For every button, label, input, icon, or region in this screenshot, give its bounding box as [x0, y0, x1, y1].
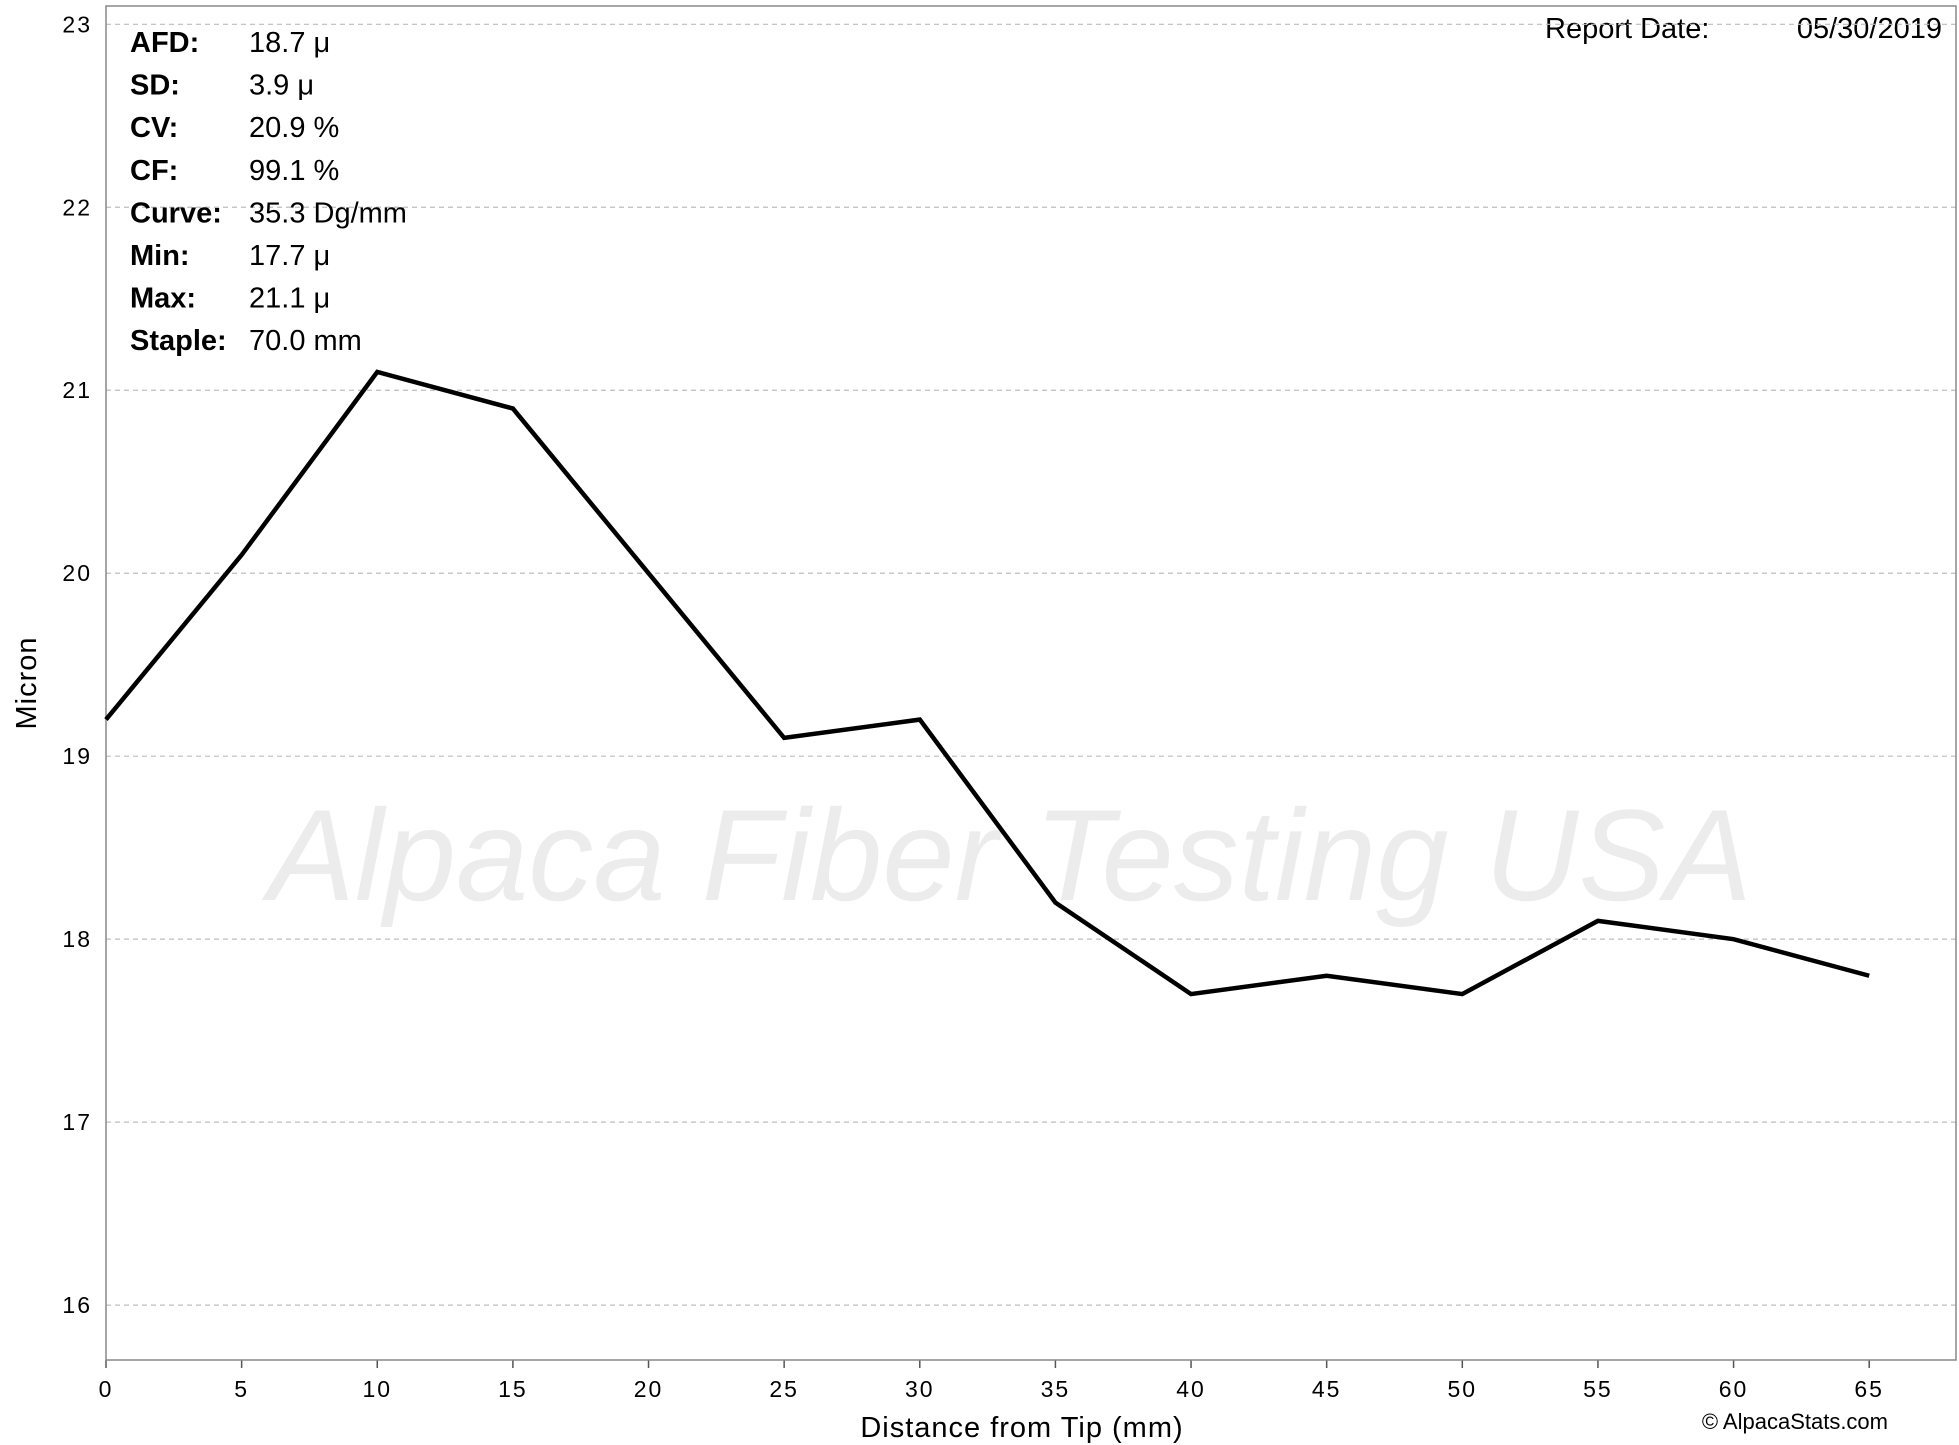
y-tick-label: 23: [62, 11, 92, 37]
x-tick-label: 30: [905, 1376, 935, 1402]
x-tick-label: 50: [1448, 1376, 1478, 1402]
stat-value: 21.1 μ: [249, 283, 330, 315]
x-tick-label: 55: [1583, 1376, 1613, 1402]
x-tick-label: 65: [1854, 1376, 1884, 1402]
stat-value: 18.7 μ: [249, 27, 330, 59]
y-axis-label: Micron: [11, 636, 43, 729]
x-tick-label: 15: [498, 1376, 528, 1402]
y-tick-label: 18: [62, 926, 92, 952]
x-tick-label: 40: [1176, 1376, 1206, 1402]
stat-label: SD:: [130, 70, 180, 102]
y-tick-label: 17: [62, 1109, 92, 1135]
x-tick-label: 20: [634, 1376, 664, 1402]
y-tick-label: 20: [62, 560, 92, 586]
x-tick-label: 35: [1041, 1376, 1071, 1402]
stat-label: Curve:: [130, 197, 222, 229]
stat-value: 35.3 Dg/mm: [249, 197, 407, 229]
stat-value: 70.0 mm: [249, 325, 362, 357]
stat-value: 3.9 μ: [249, 70, 314, 102]
plot-frame: [105, 5, 1957, 1361]
stat-label: Min:: [130, 240, 190, 272]
y-tick-label: 22: [62, 194, 92, 220]
stat-value: 17.7 μ: [249, 240, 330, 272]
watermark: Alpaca Fiber Testing USA: [261, 782, 1752, 928]
stat-label: Staple:: [130, 325, 227, 357]
x-tick-label: 60: [1719, 1376, 1749, 1402]
stat-label: Max:: [130, 283, 196, 315]
stat-label: AFD:: [130, 27, 199, 59]
report-date-value: 05/30/2019: [1797, 13, 1942, 45]
x-tick-label: 5: [234, 1376, 249, 1402]
x-tick-label: 0: [99, 1376, 114, 1402]
y-tick-label: 19: [62, 743, 92, 769]
x-tick-label: 45: [1312, 1376, 1342, 1402]
copyright: © AlpacaStats.com: [1702, 1409, 1888, 1434]
report-date-label: Report Date:: [1545, 13, 1709, 45]
stat-value: 99.1 %: [249, 155, 339, 187]
data-line: [104, 369, 1870, 997]
x-axis-label: Distance from Tip (mm): [860, 1412, 1183, 1444]
x-tick-label: 10: [362, 1376, 392, 1402]
y-tick-label: 21: [62, 377, 92, 403]
stat-label: CF:: [130, 155, 178, 187]
stat-label: CV:: [130, 112, 178, 144]
y-tick-label: 16: [62, 1292, 92, 1318]
x-tick-label: 25: [769, 1376, 799, 1402]
stat-value: 20.9 %: [249, 112, 339, 144]
